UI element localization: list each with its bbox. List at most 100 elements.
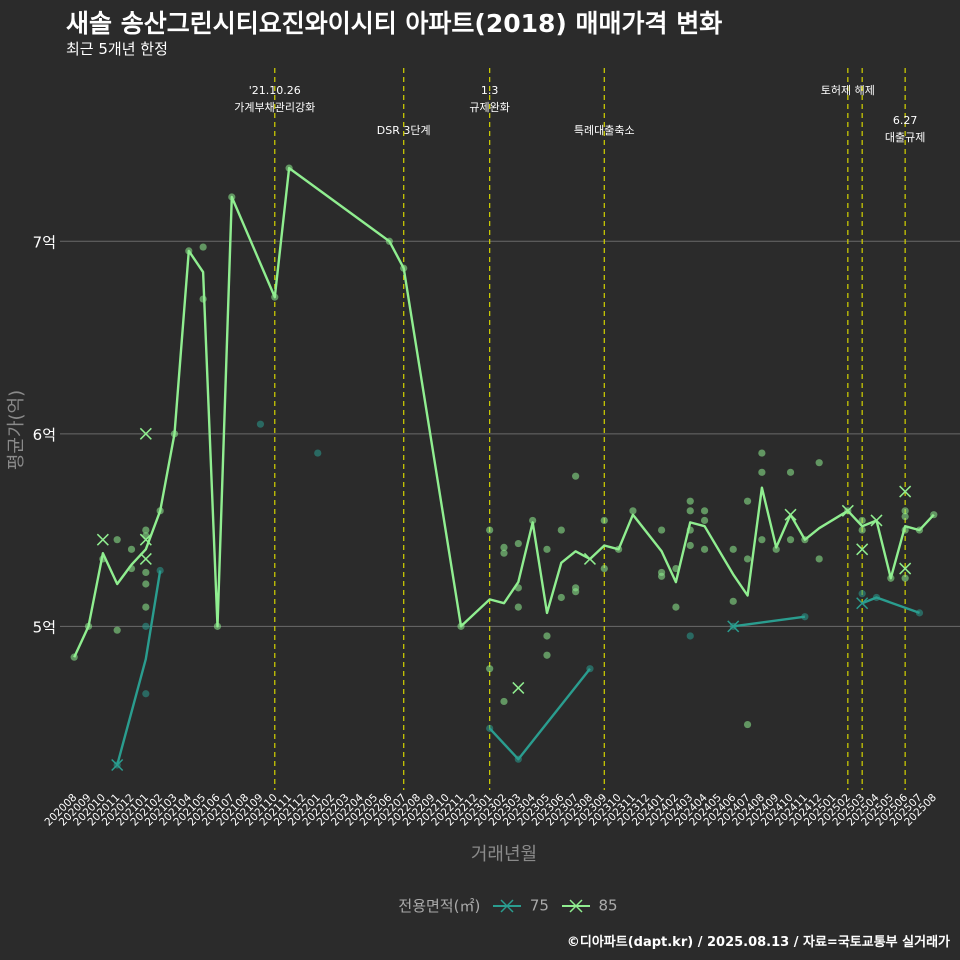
data-point-85 [199,243,207,251]
data-point-85 [657,572,666,580]
data-point-85 [786,468,795,476]
data-point-85 [529,516,537,525]
cross-marker-85 [841,504,854,517]
data-point-85 [127,545,136,553]
data-point-85 [758,536,766,544]
data-point-85 [557,593,565,602]
data-point-85 [557,526,565,534]
data-point-85 [514,539,522,548]
cross-marker-85 [139,552,152,565]
data-point-85 [700,516,709,525]
policy-label: 특례대출축소 [574,124,635,137]
data-point-85 [700,507,709,515]
data-point-85 [543,651,551,659]
policy-label: 6.27 [893,114,918,127]
data-point-85 [113,536,121,544]
policy-label: 가계부채관리강화 [234,101,315,114]
cross-marker-85 [870,514,883,527]
data-point-85 [858,526,866,534]
policy-label: 1.3 [481,84,499,97]
data-point-85 [858,516,866,525]
cross-marker-75 [111,758,124,772]
cross-marker-85 [583,552,596,565]
data-point-85 [572,472,580,480]
legend-symbol-75 [493,898,522,913]
y-axis-title: 평균가(억) [6,390,27,470]
data-point-85 [743,555,752,563]
series-line-75 [116,570,162,766]
data-point-85 [729,545,737,553]
policy-label: 토허제 해제 [821,83,875,97]
legend-symbol-85 [561,898,590,913]
series-line-75 [733,615,806,628]
data-point-75 [142,690,150,698]
y-tick-label: 5억 [33,618,56,636]
data-point-85 [486,665,494,673]
data-point-85 [700,545,709,553]
data-point-85 [686,497,694,505]
data-point-85 [142,532,150,540]
data-point-85 [500,549,508,557]
legend-label-75: 75 [529,896,549,915]
y-tick-label: 6억 [33,426,56,444]
data-point-85 [514,603,522,611]
data-point-85 [142,526,150,534]
cross-marker-85 [784,508,797,521]
series-line-85 [73,166,935,658]
cross-marker-85 [512,681,525,694]
data-point-85 [500,543,508,552]
cross-marker-75 [856,597,869,610]
policy-label: 대출규제 [885,131,925,144]
data-point-85 [142,580,150,588]
data-point-75 [314,449,322,457]
data-point-85 [629,507,637,515]
data-point-75 [142,622,150,630]
legend-label-85: 85 [598,896,618,915]
data-point-85 [113,626,121,634]
data-point-85 [142,603,150,611]
data-point-85 [686,507,694,515]
cross-marker-75 [727,620,740,633]
data-point-85 [500,697,508,706]
cross-marker-85 [139,533,152,546]
chart-title: 새솔 송산그린시티요진와이시티 아파트(2018) 매매가격 변화 [66,9,723,38]
data-point-85 [572,588,580,596]
data-point-85 [901,574,909,582]
data-point-85 [758,449,766,457]
policy-label: '21.10.26 [249,84,301,97]
source-caption: ©디아파트(dapt.kr) / 2025.08.13 / 자료=국토교통부 실… [566,935,950,950]
data-point-85 [486,526,494,534]
data-point-85 [815,459,823,467]
cross-marker-85 [899,485,912,498]
chart-subtitle: 최근 5개년 한정 [66,40,168,58]
data-point-85 [600,564,608,573]
x-axis-title: 거래년월 [471,844,537,865]
data-point-85 [743,720,752,729]
data-point-85 [142,568,150,577]
data-point-85 [729,597,737,605]
data-point-75 [686,632,694,640]
data-point-85 [815,555,823,563]
data-point-75 [256,420,265,428]
data-point-85 [772,545,780,553]
data-point-85 [657,526,666,534]
legend: 전용면적(㎡) 75 85 [0,895,960,916]
data-point-75 [858,590,866,598]
cross-marker-85 [139,427,152,440]
data-point-85 [600,516,608,525]
data-point-85 [543,632,551,640]
y-tick-label: 7억 [33,233,56,251]
data-point-85 [758,468,766,476]
policy-label: 규제완화 [469,101,509,114]
cross-marker-85 [856,543,869,556]
data-point-85 [786,536,795,544]
series-line-75 [488,667,591,761]
data-point-85 [901,507,909,515]
data-point-85 [543,545,551,553]
data-point-85 [686,541,694,550]
series-line-75 [861,596,920,615]
legend-title: 전용면적(㎡) [398,897,481,915]
data-point-85 [901,513,909,521]
cross-marker-85 [899,562,912,575]
